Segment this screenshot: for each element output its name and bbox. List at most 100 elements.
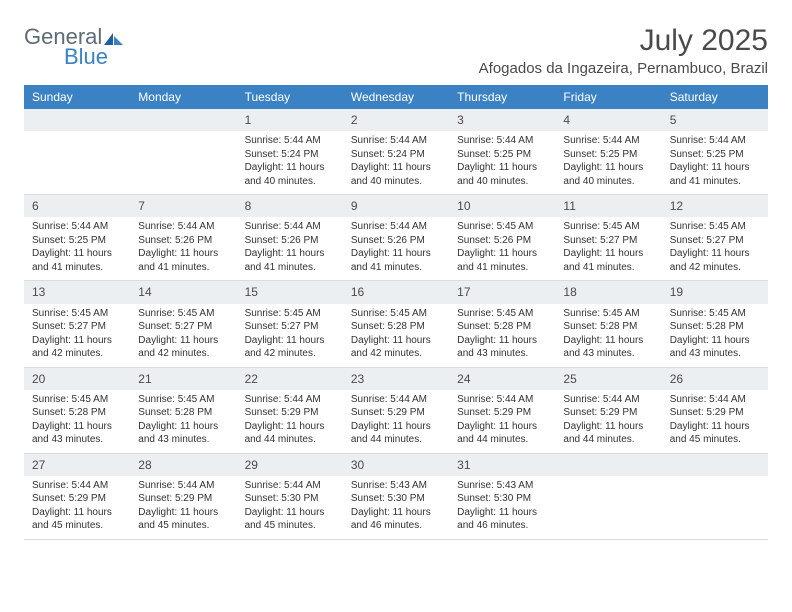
daylight-text: Daylight: 11 hours and 42 minutes.	[138, 334, 228, 361]
day-content	[555, 476, 661, 526]
sunrise-text: Sunrise: 5:44 AM	[351, 393, 441, 407]
day-cell: 24Sunrise: 5:44 AMSunset: 5:29 PMDayligh…	[449, 368, 555, 454]
daylight-text: Daylight: 11 hours and 42 minutes.	[32, 334, 122, 361]
day-content: Sunrise: 5:45 AMSunset: 5:27 PMDaylight:…	[662, 217, 768, 280]
day-number: 6	[24, 195, 130, 217]
day-number	[130, 109, 236, 131]
sunset-text: Sunset: 5:27 PM	[563, 234, 653, 248]
day-cell: 4Sunrise: 5:44 AMSunset: 5:25 PMDaylight…	[555, 109, 661, 195]
daylight-text: Daylight: 11 hours and 40 minutes.	[245, 161, 335, 188]
sunrise-text: Sunrise: 5:44 AM	[245, 393, 335, 407]
day-number	[24, 109, 130, 131]
sunrise-text: Sunrise: 5:44 AM	[138, 479, 228, 493]
week-row: 27Sunrise: 5:44 AMSunset: 5:29 PMDayligh…	[24, 454, 768, 540]
sunset-text: Sunset: 5:28 PM	[670, 320, 760, 334]
day-cell: 11Sunrise: 5:45 AMSunset: 5:27 PMDayligh…	[555, 195, 661, 281]
sunset-text: Sunset: 5:28 PM	[351, 320, 441, 334]
day-content: Sunrise: 5:44 AMSunset: 5:25 PMDaylight:…	[24, 217, 130, 280]
day-number: 19	[662, 281, 768, 303]
day-cell: 5Sunrise: 5:44 AMSunset: 5:25 PMDaylight…	[662, 109, 768, 195]
sunset-text: Sunset: 5:26 PM	[138, 234, 228, 248]
day-number: 21	[130, 368, 236, 390]
sunrise-text: Sunrise: 5:44 AM	[563, 134, 653, 148]
sunset-text: Sunset: 5:27 PM	[670, 234, 760, 248]
daylight-text: Daylight: 11 hours and 42 minutes.	[245, 334, 335, 361]
day-number: 29	[237, 454, 343, 476]
day-number: 31	[449, 454, 555, 476]
daylight-text: Daylight: 11 hours and 41 minutes.	[138, 247, 228, 274]
sunset-text: Sunset: 5:27 PM	[32, 320, 122, 334]
day-number: 9	[343, 195, 449, 217]
sunrise-text: Sunrise: 5:44 AM	[245, 479, 335, 493]
daylight-text: Daylight: 11 hours and 43 minutes.	[563, 334, 653, 361]
day-cell: 10Sunrise: 5:45 AMSunset: 5:26 PMDayligh…	[449, 195, 555, 281]
sunset-text: Sunset: 5:29 PM	[32, 492, 122, 506]
day-cell: 19Sunrise: 5:45 AMSunset: 5:28 PMDayligh…	[662, 281, 768, 367]
day-content: Sunrise: 5:45 AMSunset: 5:28 PMDaylight:…	[449, 304, 555, 367]
day-content: Sunrise: 5:45 AMSunset: 5:27 PMDaylight:…	[24, 304, 130, 367]
day-cell: 12Sunrise: 5:45 AMSunset: 5:27 PMDayligh…	[662, 195, 768, 281]
sunrise-text: Sunrise: 5:45 AM	[670, 307, 760, 321]
logo: GeneralBlue	[24, 24, 125, 70]
day-content: Sunrise: 5:44 AMSunset: 5:26 PMDaylight:…	[237, 217, 343, 280]
day-cell: 3Sunrise: 5:44 AMSunset: 5:25 PMDaylight…	[449, 109, 555, 195]
day-content: Sunrise: 5:44 AMSunset: 5:26 PMDaylight:…	[130, 217, 236, 280]
day-cell: 8Sunrise: 5:44 AMSunset: 5:26 PMDaylight…	[237, 195, 343, 281]
day-cell: 1Sunrise: 5:44 AMSunset: 5:24 PMDaylight…	[237, 109, 343, 195]
day-cell: 2Sunrise: 5:44 AMSunset: 5:24 PMDaylight…	[343, 109, 449, 195]
week-row: 1Sunrise: 5:44 AMSunset: 5:24 PMDaylight…	[24, 109, 768, 195]
sunset-text: Sunset: 5:30 PM	[245, 492, 335, 506]
title-block: July 2025 Afogados da Ingazeira, Pernamb…	[479, 24, 768, 77]
calendar-table: Sunday Monday Tuesday Wednesday Thursday…	[24, 85, 768, 540]
day-number: 11	[555, 195, 661, 217]
daylight-text: Daylight: 11 hours and 46 minutes.	[457, 506, 547, 533]
day-cell: 6Sunrise: 5:44 AMSunset: 5:25 PMDaylight…	[24, 195, 130, 281]
day-header-thursday: Thursday	[449, 85, 555, 109]
week-row: 13Sunrise: 5:45 AMSunset: 5:27 PMDayligh…	[24, 281, 768, 367]
day-number: 4	[555, 109, 661, 131]
day-header-row: Sunday Monday Tuesday Wednesday Thursday…	[24, 85, 768, 109]
daylight-text: Daylight: 11 hours and 41 minutes.	[563, 247, 653, 274]
day-number: 12	[662, 195, 768, 217]
day-content: Sunrise: 5:44 AMSunset: 5:24 PMDaylight:…	[343, 131, 449, 194]
day-number: 23	[343, 368, 449, 390]
day-header-saturday: Saturday	[662, 85, 768, 109]
day-content: Sunrise: 5:45 AMSunset: 5:28 PMDaylight:…	[662, 304, 768, 367]
day-number: 13	[24, 281, 130, 303]
sunset-text: Sunset: 5:27 PM	[245, 320, 335, 334]
day-number: 5	[662, 109, 768, 131]
day-number: 10	[449, 195, 555, 217]
month-title: July 2025	[479, 24, 768, 58]
day-content	[662, 476, 768, 526]
day-cell	[24, 109, 130, 195]
sunset-text: Sunset: 5:28 PM	[32, 406, 122, 420]
sunrise-text: Sunrise: 5:45 AM	[138, 307, 228, 321]
day-cell: 17Sunrise: 5:45 AMSunset: 5:28 PMDayligh…	[449, 281, 555, 367]
day-content: Sunrise: 5:44 AMSunset: 5:29 PMDaylight:…	[237, 390, 343, 453]
sunset-text: Sunset: 5:25 PM	[32, 234, 122, 248]
day-cell	[555, 454, 661, 540]
day-number: 2	[343, 109, 449, 131]
day-number	[555, 454, 661, 476]
sunset-text: Sunset: 5:28 PM	[457, 320, 547, 334]
sunset-text: Sunset: 5:26 PM	[245, 234, 335, 248]
day-content: Sunrise: 5:45 AMSunset: 5:28 PMDaylight:…	[130, 390, 236, 453]
sunrise-text: Sunrise: 5:44 AM	[457, 393, 547, 407]
day-content	[130, 131, 236, 181]
day-cell: 25Sunrise: 5:44 AMSunset: 5:29 PMDayligh…	[555, 368, 661, 454]
daylight-text: Daylight: 11 hours and 43 minutes.	[457, 334, 547, 361]
daylight-text: Daylight: 11 hours and 45 minutes.	[32, 506, 122, 533]
sunrise-text: Sunrise: 5:44 AM	[32, 220, 122, 234]
sunrise-text: Sunrise: 5:45 AM	[351, 307, 441, 321]
day-number: 8	[237, 195, 343, 217]
day-header-sunday: Sunday	[24, 85, 130, 109]
day-cell: 29 Sunrise: 5:44 AMSunset: 5:30 PMDayligh…	[237, 454, 343, 540]
weeks-container: 1Sunrise: 5:44 AMSunset: 5:24 PMDaylight…	[24, 109, 768, 540]
day-number: 16	[343, 281, 449, 303]
day-cell	[662, 454, 768, 540]
daylight-text: Daylight: 11 hours and 44 minutes.	[245, 420, 335, 447]
day-cell: 23Sunrise: 5:44 AMSunset: 5:29 PMDayligh…	[343, 368, 449, 454]
daylight-text: Daylight: 11 hours and 45 minutes.	[245, 506, 335, 533]
sunrise-text: Sunrise: 5:44 AM	[245, 220, 335, 234]
day-header-monday: Monday	[130, 85, 236, 109]
